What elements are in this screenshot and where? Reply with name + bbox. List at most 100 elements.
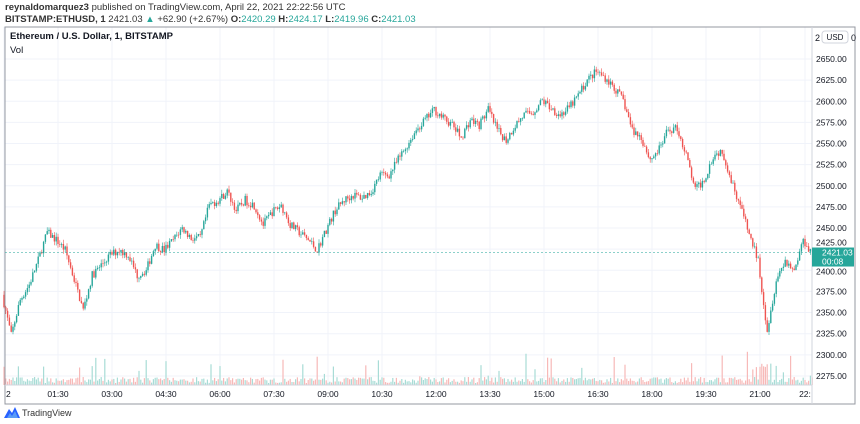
publish-info: reynaldomarquez3 published on TradingVie… [5,2,345,13]
volume-bar [475,382,477,385]
volume-bar [629,378,631,385]
volume-bar [649,378,651,385]
candle-body [170,239,173,242]
volume-bar [322,378,324,385]
volume-bar [453,379,455,385]
candle-body [753,246,756,248]
candle-body [798,251,801,261]
candle-body [291,222,293,228]
candle-body [528,110,531,114]
last-price-marker: 2421.03 00:08 [812,247,854,267]
candle-body [410,139,412,143]
y-tick-label: 2375.00 [816,286,847,296]
currency-button[interactable]: USD [821,30,849,44]
volume-bar [190,381,192,385]
candle-body [741,205,743,209]
candle-body [154,248,156,252]
volume-bar [131,382,133,385]
last-price-axis-label: 2421.03 [822,248,853,258]
volume-bar [615,381,617,385]
candle-body [683,147,686,152]
candle-body [793,268,795,271]
volume-bar [98,379,100,385]
volume-bar [298,381,300,385]
volume-bar [257,378,259,385]
candle-body [429,112,432,118]
candle-body [485,111,488,119]
volume-bar [502,378,504,385]
volume-bar [532,380,534,385]
volume-bar [165,361,167,385]
volume-bar [221,380,223,385]
volume-bar [161,380,163,385]
volume-bar [30,381,32,385]
volume-bar [52,382,54,385]
volume-bar [439,381,441,385]
candle-body [721,149,723,154]
tradingview-logo[interactable]: TradingView [4,407,72,418]
candle-body [273,207,275,217]
candle-body [132,260,135,268]
candle-body [516,121,518,128]
volume-bar [323,373,325,385]
candle-body [660,144,662,146]
candle-body [541,99,543,101]
candle-body [199,234,201,235]
x-tick-label: 01:30 [47,389,69,399]
candle-body [419,128,421,130]
volume-bar [212,380,214,385]
candle-body [188,235,191,238]
volume-bar [80,382,82,385]
candle-body [375,179,378,184]
candle-body [649,157,651,160]
candle-body [136,269,138,279]
volume-bar [777,382,779,385]
volume-bar [727,382,729,385]
candle-body [451,121,453,123]
candle-body [633,127,635,135]
volume-bar [602,382,604,385]
candle-body [546,100,549,104]
volume-bar [253,382,255,385]
candle-body [719,149,722,156]
volume-bar [278,382,280,385]
candle-body [276,207,279,210]
candle-body [739,200,741,206]
volume-bar [581,367,583,385]
series-title[interactable]: Ethereum / U.S. Dollar, 1, BITSTAMP [10,31,173,42]
volume-bar [32,378,34,385]
author-name[interactable]: reynaldomarquez3 [5,2,89,13]
volume-bar [401,379,403,385]
volume-bar [536,381,538,385]
volume-bar [352,377,354,385]
candle-body [397,155,399,163]
candle-body [703,180,705,182]
candle-body [618,89,621,92]
candle-body [478,121,480,130]
candle-body [24,292,27,297]
volume-bar [71,378,73,385]
volume-bar [210,364,212,385]
volume-legend[interactable]: Vol [10,45,24,56]
volume-bar [142,382,144,385]
volume-bar [478,378,480,385]
candle-body [714,154,716,160]
volume-bar [203,378,205,385]
candle-body [249,205,252,208]
last-price: 2421.03 [108,14,143,25]
low-value: 2419.96 [334,14,369,25]
volume-bar [467,377,469,385]
candle-body [320,243,322,246]
candle-body [255,209,257,213]
candle-body [350,196,353,201]
volume-bar [314,379,316,385]
volume-bar [217,379,219,385]
candle-body [690,167,693,178]
candle-body [46,231,48,235]
candle-body [800,244,803,252]
volume-bar [667,378,669,385]
candle-body [68,255,70,263]
volume-bar [707,382,709,385]
candle-body [566,105,569,112]
